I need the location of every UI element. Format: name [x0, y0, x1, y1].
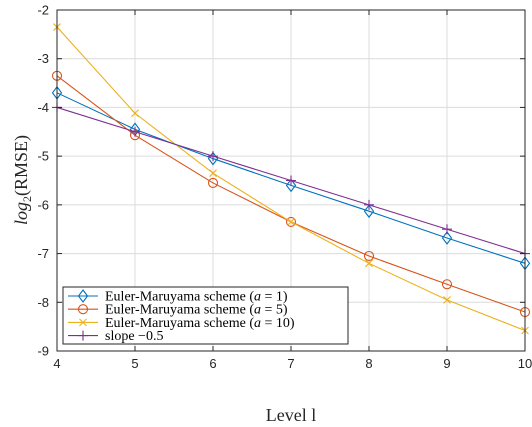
data-point [363, 250, 375, 262]
x-tick-label: 9 [443, 356, 450, 371]
data-point [285, 216, 297, 227]
data-point [207, 177, 219, 188]
data-point [130, 126, 140, 137]
y-tick-label: -5 [37, 149, 49, 164]
legend-entry: Euler-Maruyama scheme (a = 5) [68, 303, 288, 318]
legend-marker [78, 330, 88, 341]
legend-marker [79, 318, 87, 327]
series-layer [51, 23, 531, 335]
data-point [443, 295, 451, 304]
data-point [441, 279, 453, 290]
data-point [285, 178, 297, 193]
data-point [364, 199, 374, 210]
data-point [365, 259, 373, 268]
data-point [363, 204, 375, 219]
legend-label: slope −0.5 [105, 329, 163, 344]
data-point [209, 169, 217, 178]
legend-box [62, 286, 349, 345]
ticks-layer: 4 5 6 7 8 9 10 -2 -3 -4 -5 -6 -7 -8 -9 [37, 3, 532, 372]
y-tick-label: -4 [37, 100, 49, 115]
data-point [286, 175, 296, 186]
legend-label: Euler-Maruyama scheme (a = 10) [105, 316, 295, 331]
x-tick-label: 6 [209, 356, 216, 371]
legend-entry: Euler-Maruyama scheme (a = 10) [68, 316, 295, 331]
data-point [208, 151, 218, 162]
data-point [442, 224, 452, 235]
data-point [441, 231, 453, 245]
y-tick-label: -2 [37, 3, 49, 18]
legend-label: Euler-Maruyama scheme (a = 1) [105, 290, 288, 305]
legend: Euler-Maruyama scheme (a = 1)Euler-Maruy… [62, 286, 349, 345]
x-tick-label: 10 [518, 356, 532, 371]
legend-marker [77, 289, 89, 303]
data-point [131, 109, 139, 118]
x-tick-label: 7 [287, 356, 294, 371]
legend-entry: Euler-Maruyama scheme (a = 1) [68, 289, 288, 305]
legend-marker [77, 304, 89, 315]
y-tick-label: -7 [37, 246, 49, 261]
data-point [287, 218, 295, 226]
x-tick-label: 4 [53, 356, 60, 371]
legend-entry: slope −0.5 [68, 329, 163, 344]
x-tick-label: 8 [365, 356, 372, 371]
y-axis-label: log2(RMSE) [11, 135, 34, 225]
y-tick-label: -9 [37, 344, 49, 359]
legend-label: Euler-Maruyama scheme (a = 5) [105, 303, 288, 318]
x-axis-label: Level l [266, 405, 316, 425]
y-tick-label: -6 [37, 197, 49, 212]
y-tick-label: -8 [37, 295, 49, 310]
y-tick-label: -3 [37, 51, 49, 66]
x-tick-label: 5 [131, 356, 138, 371]
